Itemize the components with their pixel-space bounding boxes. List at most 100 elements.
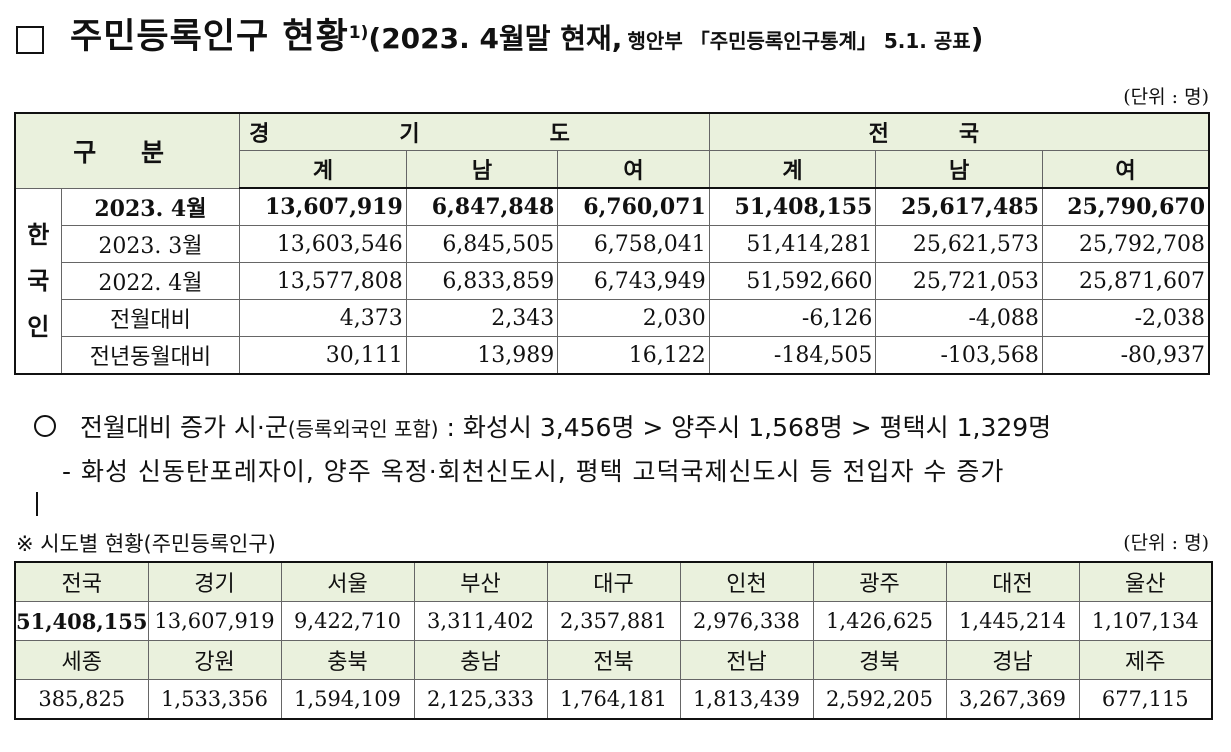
region-name: 전북	[546, 640, 681, 680]
cell: 6,845,505	[405, 225, 559, 263]
header-nat-total: 계	[708, 150, 877, 189]
region-name: 인천	[679, 561, 814, 602]
cell: 6,758,041	[557, 225, 710, 263]
table-row: 한 국 인 2023. 4월 13,607,919 6,847,848 6,76…	[14, 187, 1210, 375]
side-char: 국	[27, 265, 50, 295]
region-name: 서울	[280, 561, 415, 602]
cell: 6,743,949	[557, 262, 710, 300]
population-table: 구 분 경기도 전국 계 남 여 계 남 여 한 국 인 2023. 4월 13…	[14, 112, 1210, 375]
header-nat-female: 여	[1041, 150, 1210, 189]
cell: 25,617,485	[875, 187, 1043, 226]
region-name: 경기	[147, 561, 282, 602]
summary-bullet: 전월대비 증가 시·군(등록외국인 포함) : 화성시 3,456명 > 양주시…	[34, 408, 1051, 444]
region-name: 경북	[812, 640, 947, 680]
header-gubun: 구 분	[14, 112, 241, 189]
table-row: 세종 강원 충북 충남 전북 전남 경북 경남 제주	[14, 640, 1213, 680]
region-value: 1,594,109	[280, 679, 415, 720]
region-name: 충북	[280, 640, 415, 680]
cell: -103,568	[875, 336, 1043, 375]
text-cursor	[36, 492, 38, 516]
cell: 25,621,573	[875, 225, 1043, 263]
region-value: 1,764,181	[546, 679, 681, 720]
region-table: 전국 경기 서울 부산 대구 인천 광주 대전 울산 51,408,155 13…	[14, 561, 1213, 720]
side-label-korean: 한 국 인	[14, 187, 62, 375]
cell: 25,721,053	[875, 262, 1043, 300]
region-value: 1,107,134	[1078, 601, 1213, 641]
unit-label-2: (단위 : 명)	[1123, 532, 1209, 554]
row-label: 전년동월대비	[60, 336, 241, 375]
cell: -2,038	[1041, 299, 1210, 337]
region-value: 1,533,356	[147, 679, 282, 720]
region-name: 제주	[1078, 640, 1213, 680]
header-nat-male: 남	[875, 150, 1043, 189]
side-char: 인	[27, 311, 50, 341]
row-label: 2023. 3월	[60, 225, 241, 263]
unit-label-1: (단위 : 명)	[1123, 86, 1209, 108]
cell: 6,833,859	[405, 262, 559, 300]
row-label: 2022. 4월	[60, 262, 241, 300]
region-value: 2,125,333	[413, 679, 548, 720]
region-value: 1,445,214	[945, 601, 1080, 641]
header-gg-total: 계	[239, 150, 407, 189]
page-title: 주민등록인구 현황1)(2023. 4월말 현재, 행안부 「주민등록인구통계」…	[16, 8, 983, 59]
cell: 30,111	[239, 336, 407, 375]
bullet-paren: (등록외국인 포함)	[287, 417, 439, 441]
cell: 13,989	[405, 336, 559, 375]
cell: -80,937	[1041, 336, 1210, 375]
region-name: 충남	[413, 640, 548, 680]
title-date: (2023. 4월말 현재,	[368, 22, 623, 55]
cell: 13,607,919	[239, 187, 407, 226]
sub-bullet: - 화성 신동탄포레자이, 양주 옥정·회천신도시, 평택 고덕국제신도시 등 …	[62, 457, 1005, 486]
bullet-lead: 전월대비 증가 시·군	[80, 413, 288, 442]
region-value: 1,426,625	[812, 601, 947, 641]
cell: 13,577,808	[239, 262, 407, 300]
region-name: 강원	[147, 640, 282, 680]
region-name: 세종	[14, 640, 149, 680]
table-row: 전국 경기 서울 부산 대구 인천 광주 대전 울산	[14, 561, 1213, 602]
cell: 51,592,660	[708, 262, 877, 300]
region-value: 677,115	[1078, 679, 1213, 720]
region-name: 대구	[546, 561, 681, 602]
title-footnote-mark: 1)	[348, 22, 369, 43]
region-value: 385,825	[14, 679, 149, 720]
cell: 2,030	[557, 299, 710, 337]
table-row: 385,825 1,533,356 1,594,109 2,125,333 1,…	[14, 679, 1213, 720]
row-label: 2023. 4월	[60, 187, 241, 226]
table-row: 전월대비 4,373 2,343 2,030 -6,126 -4,088 -2,…	[15, 299, 1210, 337]
region-name: 울산	[1078, 561, 1213, 602]
side-char: 한	[27, 219, 50, 249]
region-value: 2,976,338	[679, 601, 814, 641]
region-value: 3,311,402	[413, 601, 548, 641]
row-label: 전월대비	[60, 299, 241, 337]
header-gg-male: 남	[405, 150, 559, 189]
region-value: 2,357,881	[546, 601, 681, 641]
region-value: 1,813,439	[679, 679, 814, 720]
region-value: 9,422,710	[280, 601, 415, 641]
table-row: 2023. 3월 13,603,546 6,845,505 6,758,041 …	[15, 225, 1210, 263]
circle-bullet-icon	[34, 415, 56, 437]
cell: -6,126	[708, 299, 877, 337]
bullet-rest: : 화성시 3,456명 > 양주시 1,568명 > 평택시 1,329명	[438, 413, 1052, 442]
cell: 4,373	[239, 299, 407, 337]
region-name: 대전	[945, 561, 1080, 602]
cell: 51,408,155	[708, 187, 877, 226]
table-row: 51,408,155 13,607,919 9,422,710 3,311,40…	[14, 601, 1213, 641]
title-main: 주민등록인구 현황	[70, 17, 349, 57]
cell: 6,760,071	[557, 187, 710, 226]
cell: 25,790,670	[1041, 187, 1210, 226]
table-row: 전년동월대비 30,111 13,989 16,122 -184,505 -10…	[15, 336, 1210, 375]
region-value: 51,408,155	[14, 601, 149, 641]
region-name: 광주	[812, 561, 947, 602]
cell: 51,414,281	[708, 225, 877, 263]
cell: 6,847,848	[405, 187, 559, 226]
region-name: 전국	[14, 561, 149, 602]
title-source: 행안부 「주민등록인구통계」 5.1. 공표	[627, 29, 971, 53]
region-note: ※ 시도별 현황(주민등록인구)	[16, 532, 276, 556]
region-name: 부산	[413, 561, 548, 602]
region-value: 13,607,919	[147, 601, 282, 641]
region-value: 2,592,205	[812, 679, 947, 720]
checkbox-square-icon	[16, 25, 44, 54]
header-gg-female: 여	[557, 150, 710, 189]
region-value: 3,267,369	[945, 679, 1080, 720]
cell: 25,871,607	[1041, 262, 1210, 300]
